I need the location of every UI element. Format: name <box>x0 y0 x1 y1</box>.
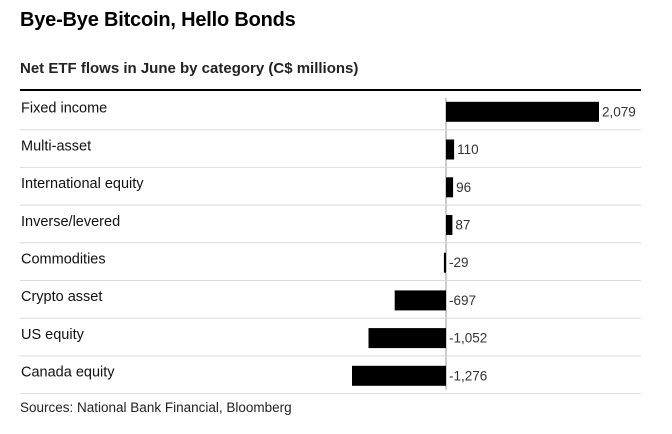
chart-subtitle: Net ETF flows in June by category (C$ mi… <box>20 60 359 77</box>
category-label: Commodities <box>21 251 106 267</box>
chart-title: Bye-Bye Bitcoin, Hello Bonds <box>20 9 296 31</box>
bar <box>394 290 446 311</box>
value-label: -1,052 <box>449 331 487 346</box>
value-label: -697 <box>449 293 476 308</box>
category-label: International equity <box>21 176 144 192</box>
category-label: Fixed income <box>21 101 107 117</box>
source-note: Sources: National Bank Financial, Bloomb… <box>20 400 292 415</box>
category-label: Crypto asset <box>21 289 102 305</box>
category-label: US equity <box>21 327 85 343</box>
bar <box>446 139 455 160</box>
category-label: Inverse/levered <box>21 214 120 230</box>
value-label: 96 <box>456 180 471 195</box>
category-label: Multi-asset <box>21 138 91 154</box>
bar <box>352 365 446 386</box>
value-label: -1,276 <box>449 368 487 383</box>
bar <box>368 328 446 349</box>
value-label: 2,079 <box>602 104 636 119</box>
bar <box>446 101 599 122</box>
header-rule <box>20 89 641 91</box>
value-label: -29 <box>449 255 469 270</box>
bar <box>446 215 453 235</box>
category-label: Canada equity <box>21 365 115 381</box>
bar <box>446 177 454 198</box>
value-label: 87 <box>455 218 470 233</box>
value-label: 110 <box>457 142 479 157</box>
bar <box>443 252 446 273</box>
